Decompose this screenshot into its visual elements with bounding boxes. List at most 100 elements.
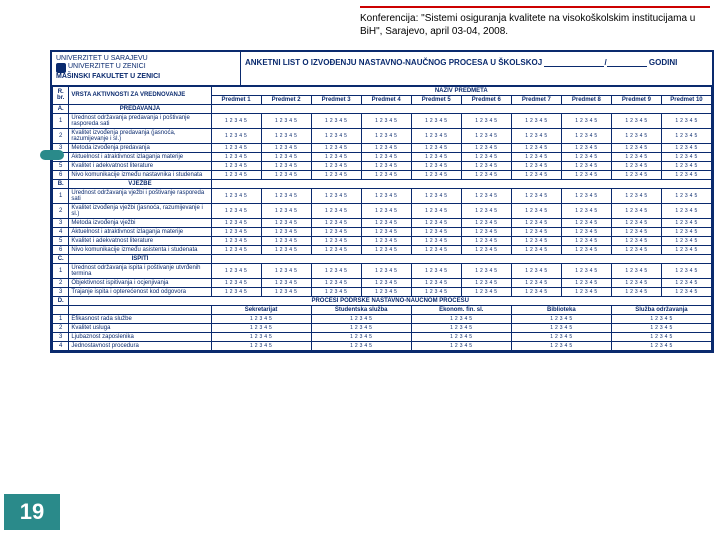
rating-cell[interactable]: 1 2 3 4 5 <box>611 314 711 323</box>
rating-cell[interactable]: 1 2 3 4 5 <box>211 332 311 341</box>
rating-cell[interactable]: 1 2 3 4 5 <box>261 218 311 227</box>
rating-cell[interactable]: 1 2 3 4 5 <box>261 152 311 161</box>
rating-cell[interactable]: 1 2 3 4 5 <box>611 332 711 341</box>
rating-cell[interactable]: 1 2 3 4 5 <box>361 278 411 287</box>
rating-cell[interactable]: 1 2 3 4 5 <box>411 113 461 128</box>
rating-cell[interactable]: 1 2 3 4 5 <box>211 113 261 128</box>
rating-cell[interactable]: 1 2 3 4 5 <box>411 263 461 278</box>
rating-cell[interactable]: 1 2 3 4 5 <box>361 113 411 128</box>
rating-cell[interactable]: 1 2 3 4 5 <box>211 203 261 218</box>
rating-cell[interactable]: 1 2 3 4 5 <box>311 332 411 341</box>
rating-cell[interactable]: 1 2 3 4 5 <box>361 227 411 236</box>
rating-cell[interactable]: 1 2 3 4 5 <box>561 245 611 254</box>
rating-cell[interactable]: 1 2 3 4 5 <box>261 227 311 236</box>
rating-cell[interactable]: 1 2 3 4 5 <box>561 203 611 218</box>
rating-cell[interactable]: 1 2 3 4 5 <box>311 161 361 170</box>
rating-cell[interactable]: 1 2 3 4 5 <box>311 278 361 287</box>
rating-cell[interactable]: 1 2 3 4 5 <box>611 227 661 236</box>
rating-cell[interactable]: 1 2 3 4 5 <box>461 263 511 278</box>
rating-cell[interactable]: 1 2 3 4 5 <box>261 236 311 245</box>
rating-cell[interactable]: 1 2 3 4 5 <box>461 143 511 152</box>
rating-cell[interactable]: 1 2 3 4 5 <box>311 152 361 161</box>
rating-cell[interactable]: 1 2 3 4 5 <box>661 170 711 179</box>
rating-cell[interactable]: 1 2 3 4 5 <box>411 245 461 254</box>
rating-cell[interactable]: 1 2 3 4 5 <box>211 323 311 332</box>
rating-cell[interactable]: 1 2 3 4 5 <box>611 203 661 218</box>
rating-cell[interactable]: 1 2 3 4 5 <box>661 128 711 143</box>
rating-cell[interactable]: 1 2 3 4 5 <box>411 278 461 287</box>
rating-cell[interactable]: 1 2 3 4 5 <box>261 143 311 152</box>
rating-cell[interactable]: 1 2 3 4 5 <box>511 152 561 161</box>
rating-cell[interactable]: 1 2 3 4 5 <box>361 236 411 245</box>
rating-cell[interactable]: 1 2 3 4 5 <box>211 161 261 170</box>
rating-cell[interactable]: 1 2 3 4 5 <box>461 218 511 227</box>
rating-cell[interactable]: 1 2 3 4 5 <box>361 170 411 179</box>
rating-cell[interactable]: 1 2 3 4 5 <box>511 143 561 152</box>
rating-cell[interactable]: 1 2 3 4 5 <box>361 263 411 278</box>
rating-cell[interactable]: 1 2 3 4 5 <box>511 263 561 278</box>
rating-cell[interactable]: 1 2 3 4 5 <box>311 143 361 152</box>
rating-cell[interactable]: 1 2 3 4 5 <box>611 263 661 278</box>
rating-cell[interactable]: 1 2 3 4 5 <box>511 203 561 218</box>
rating-cell[interactable]: 1 2 3 4 5 <box>661 287 711 296</box>
rating-cell[interactable]: 1 2 3 4 5 <box>311 314 411 323</box>
rating-cell[interactable]: 1 2 3 4 5 <box>561 143 611 152</box>
rating-cell[interactable]: 1 2 3 4 5 <box>611 143 661 152</box>
rating-cell[interactable]: 1 2 3 4 5 <box>361 218 411 227</box>
rating-cell[interactable]: 1 2 3 4 5 <box>211 341 311 350</box>
rating-cell[interactable]: 1 2 3 4 5 <box>561 263 611 278</box>
rating-cell[interactable]: 1 2 3 4 5 <box>611 128 661 143</box>
rating-cell[interactable]: 1 2 3 4 5 <box>511 323 611 332</box>
rating-cell[interactable]: 1 2 3 4 5 <box>511 161 561 170</box>
rating-cell[interactable]: 1 2 3 4 5 <box>211 287 261 296</box>
rating-cell[interactable]: 1 2 3 4 5 <box>211 218 261 227</box>
rating-cell[interactable]: 1 2 3 4 5 <box>261 287 311 296</box>
rating-cell[interactable]: 1 2 3 4 5 <box>361 128 411 143</box>
rating-cell[interactable]: 1 2 3 4 5 <box>261 263 311 278</box>
rating-cell[interactable]: 1 2 3 4 5 <box>461 227 511 236</box>
rating-cell[interactable]: 1 2 3 4 5 <box>361 287 411 296</box>
rating-cell[interactable]: 1 2 3 4 5 <box>561 236 611 245</box>
rating-cell[interactable]: 1 2 3 4 5 <box>561 161 611 170</box>
rating-cell[interactable]: 1 2 3 4 5 <box>361 188 411 203</box>
rating-cell[interactable]: 1 2 3 4 5 <box>361 143 411 152</box>
rating-cell[interactable]: 1 2 3 4 5 <box>611 218 661 227</box>
rating-cell[interactable]: 1 2 3 4 5 <box>411 314 511 323</box>
rating-cell[interactable]: 1 2 3 4 5 <box>411 152 461 161</box>
rating-cell[interactable]: 1 2 3 4 5 <box>311 323 411 332</box>
rating-cell[interactable]: 1 2 3 4 5 <box>411 161 461 170</box>
rating-cell[interactable]: 1 2 3 4 5 <box>561 287 611 296</box>
rating-cell[interactable]: 1 2 3 4 5 <box>461 236 511 245</box>
rating-cell[interactable]: 1 2 3 4 5 <box>511 278 561 287</box>
rating-cell[interactable]: 1 2 3 4 5 <box>511 245 561 254</box>
rating-cell[interactable]: 1 2 3 4 5 <box>661 113 711 128</box>
rating-cell[interactable]: 1 2 3 4 5 <box>411 341 511 350</box>
rating-cell[interactable]: 1 2 3 4 5 <box>461 245 511 254</box>
rating-cell[interactable]: 1 2 3 4 5 <box>211 236 261 245</box>
rating-cell[interactable]: 1 2 3 4 5 <box>511 236 561 245</box>
rating-cell[interactable]: 1 2 3 4 5 <box>461 278 511 287</box>
rating-cell[interactable]: 1 2 3 4 5 <box>511 314 611 323</box>
rating-cell[interactable]: 1 2 3 4 5 <box>511 332 611 341</box>
rating-cell[interactable]: 1 2 3 4 5 <box>411 188 461 203</box>
rating-cell[interactable]: 1 2 3 4 5 <box>611 152 661 161</box>
rating-cell[interactable]: 1 2 3 4 5 <box>661 227 711 236</box>
rating-cell[interactable]: 1 2 3 4 5 <box>561 152 611 161</box>
rating-cell[interactable]: 1 2 3 4 5 <box>361 245 411 254</box>
rating-cell[interactable]: 1 2 3 4 5 <box>261 203 311 218</box>
rating-cell[interactable]: 1 2 3 4 5 <box>411 332 511 341</box>
rating-cell[interactable]: 1 2 3 4 5 <box>261 128 311 143</box>
rating-cell[interactable]: 1 2 3 4 5 <box>211 170 261 179</box>
rating-cell[interactable]: 1 2 3 4 5 <box>461 203 511 218</box>
rating-cell[interactable]: 1 2 3 4 5 <box>261 245 311 254</box>
rating-cell[interactable]: 1 2 3 4 5 <box>411 128 461 143</box>
rating-cell[interactable]: 1 2 3 4 5 <box>611 323 711 332</box>
rating-cell[interactable]: 1 2 3 4 5 <box>311 113 361 128</box>
rating-cell[interactable]: 1 2 3 4 5 <box>261 170 311 179</box>
rating-cell[interactable]: 1 2 3 4 5 <box>511 170 561 179</box>
rating-cell[interactable]: 1 2 3 4 5 <box>561 113 611 128</box>
rating-cell[interactable]: 1 2 3 4 5 <box>311 128 361 143</box>
rating-cell[interactable]: 1 2 3 4 5 <box>211 152 261 161</box>
rating-cell[interactable]: 1 2 3 4 5 <box>311 263 361 278</box>
rating-cell[interactable]: 1 2 3 4 5 <box>661 245 711 254</box>
